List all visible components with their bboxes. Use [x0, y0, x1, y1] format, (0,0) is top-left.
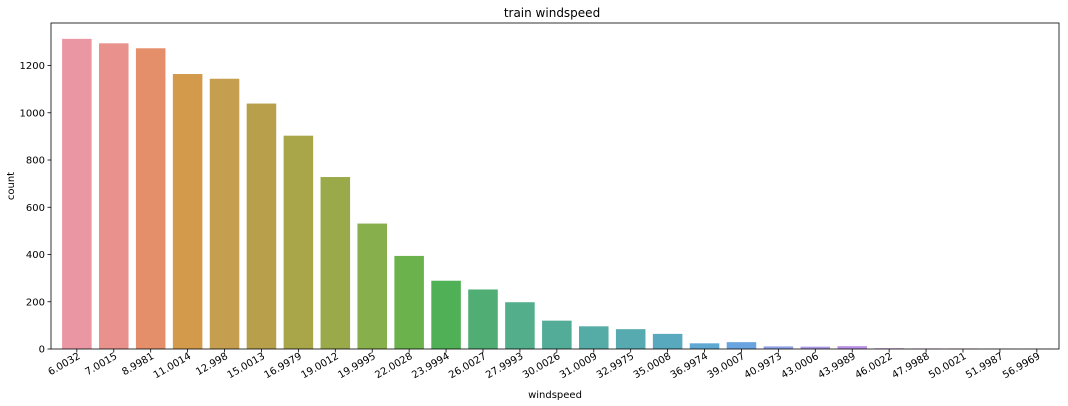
- x-tick-label-2: 8.9981: [120, 351, 156, 378]
- bar-0: [62, 38, 92, 349]
- bar-11: [468, 289, 498, 349]
- x-axis-label: windspeed: [528, 390, 582, 401]
- x-tick-label-0: 6.0032: [47, 351, 83, 378]
- y-tick-label-2: 400: [26, 250, 45, 261]
- x-tick-label-26: 56.9969: [1001, 351, 1042, 381]
- bar-19: [763, 346, 794, 349]
- bar-6: [283, 135, 314, 349]
- bar-15: [615, 329, 646, 349]
- y-tick-label-0: 0: [39, 345, 45, 356]
- x-tick-label-18: 39.0007: [706, 351, 747, 381]
- chart-title: train windspeed: [504, 6, 600, 20]
- y-axis-label: count: [6, 172, 17, 200]
- x-tick-label-8: 19.9995: [336, 351, 377, 381]
- x-tick-label-14: 31.0009: [558, 351, 599, 381]
- x-tick-label-9: 22.0028: [373, 351, 414, 381]
- bar-5: [246, 103, 277, 349]
- bar-21: [837, 346, 867, 349]
- y-tick-label-5: 1000: [20, 108, 45, 119]
- bar-10: [431, 280, 461, 349]
- bar-14: [579, 326, 609, 349]
- bar-8: [357, 223, 387, 349]
- bars-group: [62, 38, 1052, 349]
- y-tick-label-4: 800: [26, 156, 45, 167]
- y-tick-label-6: 1200: [20, 61, 45, 72]
- x-tick-label-24: 50.0021: [927, 351, 968, 381]
- bar-18: [726, 342, 757, 349]
- x-tick-label-11: 26.0027: [447, 351, 488, 381]
- x-tick-label-13: 30.0026: [521, 351, 562, 381]
- y-tick-label-3: 600: [26, 203, 45, 214]
- bar-16: [652, 333, 683, 349]
- x-tick-label-16: 35.0008: [632, 351, 673, 381]
- x-tick-label-7: 19.0012: [299, 351, 340, 381]
- bar-12: [505, 302, 535, 349]
- x-tick-label-17: 36.9974: [669, 351, 710, 381]
- bar-1: [99, 43, 129, 349]
- x-tick-label-23: 47.9988: [890, 351, 931, 381]
- x-tick-label-5: 15.0013: [226, 351, 267, 381]
- bar-20: [800, 346, 831, 349]
- y-tick-label-1: 200: [26, 297, 45, 308]
- bar-2: [135, 48, 166, 349]
- x-tick-label-12: 27.9993: [484, 351, 525, 381]
- bar-7: [320, 177, 351, 349]
- x-tick-label-19: 40.9973: [743, 351, 784, 381]
- x-tick-label-21: 43.9989: [816, 351, 857, 381]
- bar-4: [209, 78, 240, 349]
- plot-frame: [50, 22, 1060, 350]
- bar-17: [689, 343, 720, 349]
- bar-9: [394, 255, 424, 349]
- x-tick-label-20: 43.0006: [779, 351, 820, 381]
- x-tick-label-10: 23.9994: [410, 351, 451, 381]
- y-axis: 0 200 400 600 800 1000 1200: [20, 61, 51, 356]
- bar-3: [172, 74, 203, 349]
- x-tick-label-25: 51.9987: [964, 351, 1005, 381]
- x-tick-label-15: 32.9975: [595, 351, 636, 381]
- bar-13: [542, 320, 572, 349]
- x-tick-label-3: 11.0014: [152, 351, 193, 381]
- x-tick-label-1: 7.0015: [83, 351, 119, 378]
- x-tick-label-4: 12.998: [194, 351, 230, 378]
- x-tick-label-22: 46.0022: [853, 351, 894, 381]
- x-tick-label-6: 16.9979: [263, 351, 304, 381]
